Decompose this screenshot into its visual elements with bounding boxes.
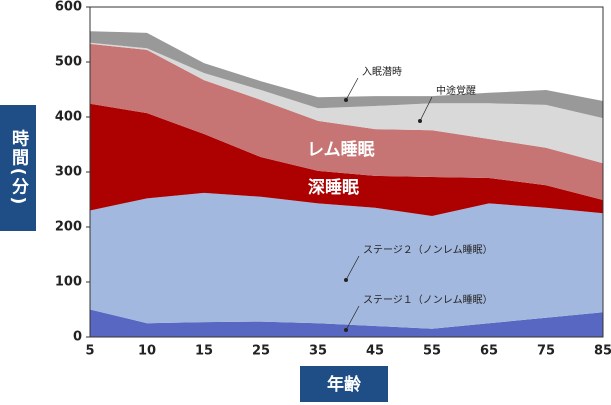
- x-tick-label: 15: [195, 344, 213, 359]
- y-tick-label: 0: [73, 330, 82, 345]
- series-label: 深睡眠: [308, 177, 359, 198]
- x-tick-label: 75: [537, 344, 555, 359]
- area: [90, 42, 603, 164]
- area: [90, 43, 603, 201]
- area: [90, 309, 603, 337]
- leader-line: [419, 96, 433, 122]
- area: [90, 31, 603, 119]
- y-tick-label: 200: [55, 220, 82, 235]
- series-label: レム睡眠: [307, 139, 375, 160]
- y-tick-label: 500: [55, 55, 82, 70]
- leader-dot: [344, 278, 348, 282]
- y-tick-label: 400: [55, 110, 82, 125]
- area: [90, 103, 603, 216]
- leader-dot: [344, 98, 348, 102]
- y-tick-label: 300: [55, 165, 82, 180]
- leader-dot: [418, 119, 422, 123]
- x-label-box: [300, 366, 388, 402]
- x-tick-label: 25: [252, 344, 270, 359]
- y-label-box: [0, 105, 36, 231]
- x-tick-label: 45: [366, 344, 384, 359]
- x-tick-label: 5: [85, 344, 94, 359]
- series-label: 中途覚醒: [436, 84, 476, 97]
- x-axis-label: 年齢: [327, 374, 362, 395]
- x-tick-label: 35: [309, 344, 327, 359]
- series-label: ステージ２（ノンレム睡眠）: [363, 243, 493, 256]
- x-tick-label: 65: [480, 344, 498, 359]
- y-axis-label: 時間(分): [8, 129, 29, 207]
- leader-line: [345, 255, 360, 281]
- leader-line: [345, 77, 359, 101]
- x-tick-label: 55: [423, 344, 441, 359]
- leader-dot: [344, 328, 348, 332]
- area: [90, 192, 603, 329]
- x-tick-label: 85: [594, 344, 611, 359]
- y-tick-label: 600: [55, 0, 82, 15]
- series-label: 入眠潜時: [362, 65, 402, 78]
- series-label: ステージ１（ノンレム睡眠）: [363, 293, 493, 306]
- x-tick-label: 10: [138, 344, 156, 359]
- y-tick-label: 100: [55, 275, 82, 290]
- leader-line: [345, 305, 360, 331]
